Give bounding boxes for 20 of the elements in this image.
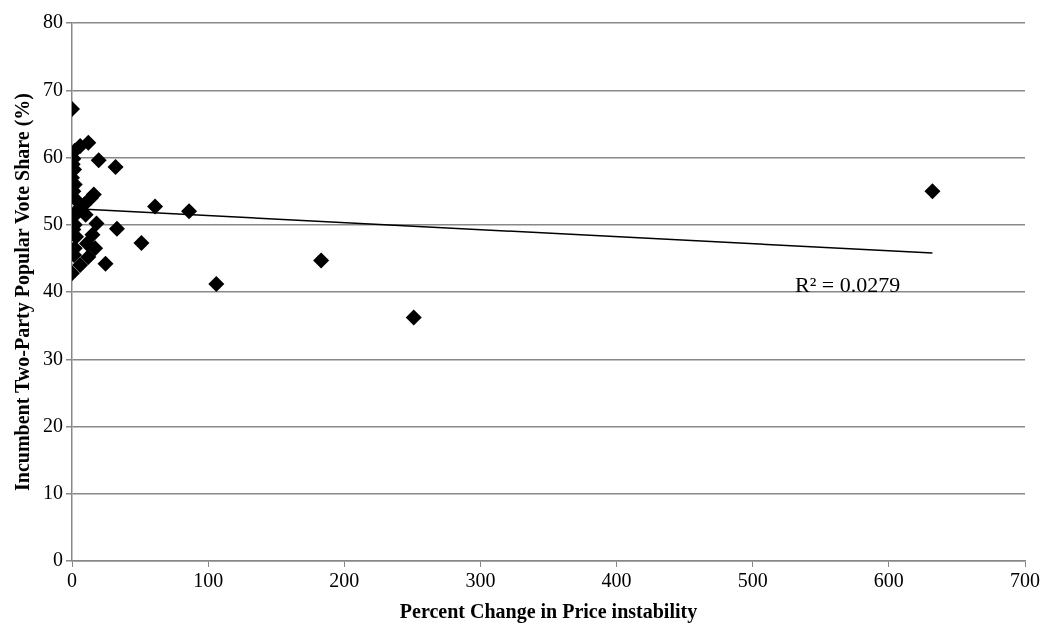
x-tick-label: 100 xyxy=(193,569,224,592)
y-tick-label: 70 xyxy=(43,77,63,100)
x-tick-label: 400 xyxy=(601,569,632,592)
y-tick-label: 10 xyxy=(43,481,63,503)
annotation: R² = 0.0279 xyxy=(795,272,901,298)
y-tick-label: 80 xyxy=(43,10,63,33)
y-tick-label: 60 xyxy=(43,144,63,167)
x-tick-label: 700 xyxy=(1010,569,1040,592)
y-tick-label: 0 xyxy=(53,548,63,571)
y-tick-label: 30 xyxy=(43,346,63,369)
y-tick-label: 40 xyxy=(43,279,63,302)
x-axis-title: Percent Change in Price instability xyxy=(399,600,698,624)
x-tick-label: 200 xyxy=(329,569,360,592)
x-tick-label: 500 xyxy=(737,569,768,592)
y-axis-title: Incumbent Two-Party Popular Vote Share (%) xyxy=(11,93,35,491)
x-tick-label: 300 xyxy=(465,569,496,592)
x-tick-label: 0 xyxy=(67,569,77,592)
y-tick-label: 50 xyxy=(43,212,63,234)
x-tick-label: 600 xyxy=(873,569,904,592)
y-tick-label: 20 xyxy=(43,413,63,436)
